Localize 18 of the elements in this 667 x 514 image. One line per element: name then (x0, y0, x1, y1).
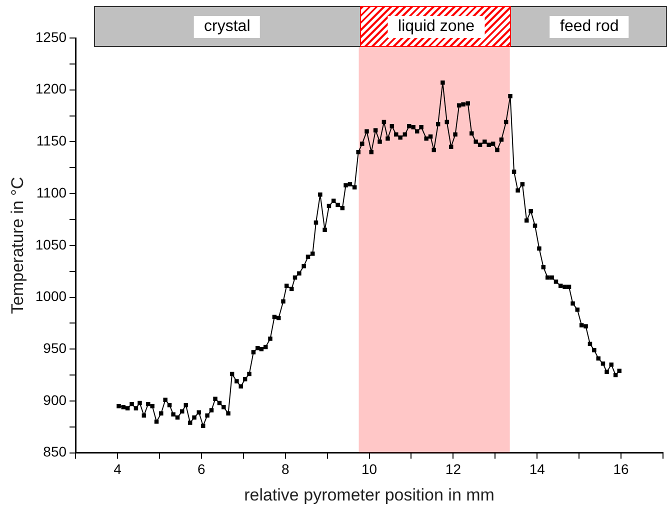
y-tick-label: 950 (43, 340, 67, 356)
y-tick-label: 900 (43, 392, 67, 408)
x-tick-label: 16 (613, 461, 630, 478)
x-tick-label: 6 (198, 461, 206, 478)
x-tick-label: 12 (445, 461, 462, 478)
y-tick-label: 1150 (36, 132, 67, 149)
x-axis-title: relative pyrometer position in mm (244, 485, 494, 504)
y-tick-label: 1250 (35, 28, 67, 45)
x-tick-label: 10 (361, 461, 378, 478)
y-axis-title: Temperature in °C (8, 176, 27, 314)
x-tick-label: 14 (529, 461, 546, 478)
y-tick-label: 1200 (35, 80, 67, 97)
y-tick-label: 850 (43, 444, 67, 460)
y-tick-label: 1000 (35, 288, 67, 304)
y-tick-label: 1100 (36, 184, 67, 200)
y-tick-label: 1050 (35, 236, 67, 252)
x-tick-label: 8 (281, 461, 290, 478)
x-tick-label: 4 (114, 461, 122, 478)
